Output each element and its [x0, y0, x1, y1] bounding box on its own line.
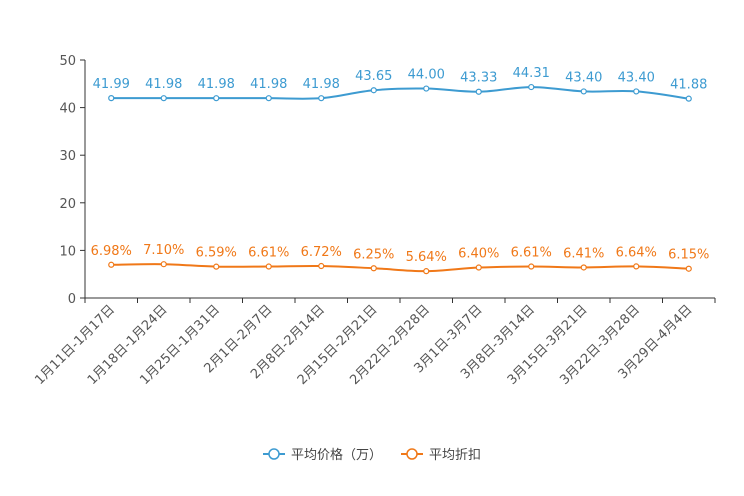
data-label: 5.64% [406, 250, 447, 265]
legend-label: 平均价格（万） [291, 447, 382, 463]
series-0: 41.99 41.98 41.98 41.98 41.98 43.65 44.00 43.33… [93, 66, 707, 102]
data-point [580, 88, 587, 95]
data-label: 41.98 [198, 77, 235, 92]
data-point [108, 95, 115, 102]
data-point [528, 263, 535, 270]
data-point [580, 264, 587, 271]
data-point [475, 264, 482, 271]
series-line [111, 86, 689, 100]
data-label: 41.88 [670, 78, 707, 93]
data-label: 44.00 [408, 68, 445, 83]
data-label: 6.59% [196, 246, 237, 261]
data-label: 6.61% [511, 246, 552, 261]
data-point [685, 95, 692, 102]
legend-item-0[interactable]: 平均价格（万） [263, 447, 382, 463]
data-label: 43.33 [460, 71, 497, 86]
data-point [160, 95, 167, 102]
legend-label: 平均折扣 [429, 448, 481, 463]
y-tick-label: 40 [59, 102, 76, 117]
data-point [633, 263, 640, 270]
data-label: 7.10% [143, 243, 184, 258]
data-label: 41.98 [303, 77, 340, 92]
data-point [108, 261, 115, 268]
data-label: 6.25% [353, 247, 394, 262]
axes: 010203040501月11日-1月17日1月18日-1月24日1月25日-1… [32, 54, 716, 388]
data-label: 44.31 [513, 66, 550, 81]
data-point [475, 88, 482, 95]
y-tick-label: 20 [59, 197, 76, 212]
data-label: 41.99 [93, 77, 130, 92]
y-tick-label: 10 [59, 244, 76, 259]
data-point [528, 83, 535, 91]
data-label: 41.98 [250, 77, 287, 92]
data-label: 6.40% [458, 247, 499, 262]
data-point [318, 262, 325, 270]
data-label: 6.41% [563, 246, 604, 261]
data-point [213, 263, 220, 270]
data-label: 43.40 [618, 70, 655, 85]
data-point [265, 263, 272, 270]
legend-marker-icon [406, 448, 418, 460]
series-1: 6.98% 7.10% 6.59% 6.61% 6.72% 6.25% 5.64% 6.40%… [91, 243, 709, 275]
data-point [265, 95, 272, 102]
data-point [370, 265, 377, 272]
data-point [423, 85, 430, 92]
data-label: 6.64% [616, 245, 657, 260]
legend[interactable]: 平均价格（万） 平均折扣 [263, 447, 481, 463]
data-point [423, 268, 430, 275]
legend-item-1[interactable]: 平均折扣 [401, 448, 481, 463]
data-label: 6.15% [668, 248, 709, 263]
data-point [685, 265, 692, 272]
data-label: 6.61% [248, 246, 289, 261]
y-tick-label: 30 [59, 149, 76, 164]
data-label: 41.98 [145, 77, 182, 92]
data-point [318, 95, 325, 102]
series-line [111, 263, 689, 273]
y-tick-label: 0 [68, 292, 76, 307]
y-tick-label: 50 [59, 54, 76, 69]
data-label: 6.98% [91, 244, 132, 259]
series-layer: 41.99 41.98 41.98 41.98 41.98 43.65 44.00 43.33… [91, 66, 709, 275]
data-label: 43.40 [565, 70, 602, 85]
data-point [370, 87, 377, 94]
legend-marker-icon [268, 448, 280, 460]
data-label: 43.65 [355, 69, 392, 84]
data-label: 6.72% [301, 245, 342, 260]
data-point [213, 95, 220, 102]
data-point [633, 88, 640, 95]
data-point [160, 261, 167, 268]
